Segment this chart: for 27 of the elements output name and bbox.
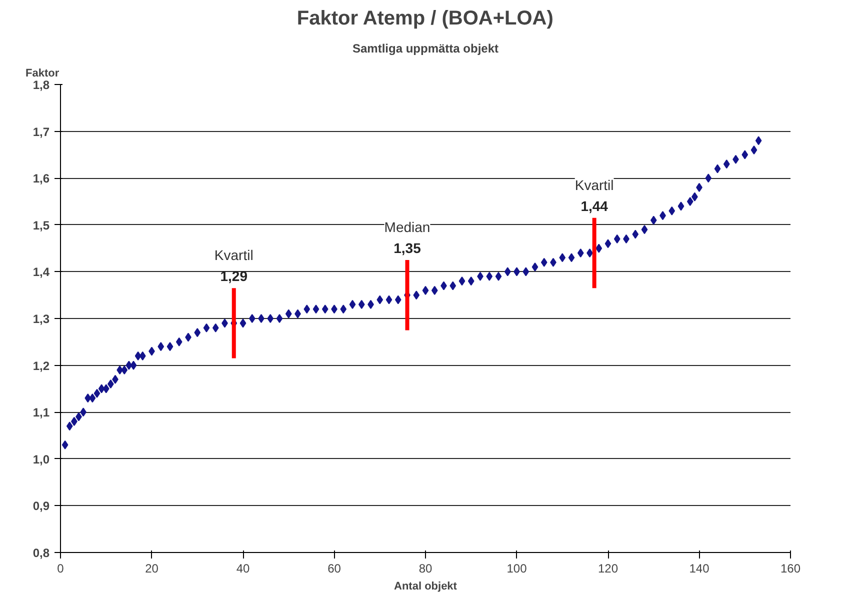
x-tick-label: 140 <box>689 562 710 576</box>
x-tick-label: 120 <box>598 562 618 576</box>
x-axis-title: Antal objekt <box>394 580 458 592</box>
x-tick-label: 0 <box>57 562 64 576</box>
chart-title: Faktor Atemp / (BOA+LOA) <box>296 8 554 30</box>
y-axis-title: Faktor <box>26 68 60 80</box>
x-tick-label: 60 <box>328 562 342 576</box>
y-tick-label: 1,4 <box>32 265 50 280</box>
y-tick-label: 1,5 <box>32 218 50 232</box>
annotation: Kvartil 1,44 <box>574 176 614 214</box>
y-tick-label: 0,8 <box>32 546 50 560</box>
x-tick-label: 80 <box>418 562 432 576</box>
y-tick-label: 1,1 <box>32 406 50 420</box>
x-tick-label: 100 <box>506 562 528 576</box>
y-tick-label: 1,0 <box>32 452 50 466</box>
x-tick-label: 20 <box>145 562 159 576</box>
x-tick-label: 160 <box>780 562 801 576</box>
chart-subtitle: Samtliga uppmätta objekt <box>352 42 499 56</box>
y-tick-label: 1,3 <box>32 312 50 326</box>
y-tick-label: 1,7 <box>32 124 50 139</box>
annotation: Median 1,35 <box>384 218 430 256</box>
y-tick-label: 1,8 <box>32 78 50 92</box>
x-tick-label: 40 <box>236 562 250 576</box>
y-tick-label: 1,6 <box>32 172 50 186</box>
y-tick-label: 0,9 <box>32 499 50 514</box>
annotation: Kvartil 1,29 <box>214 247 254 284</box>
y-tick-label: 1,2 <box>32 358 50 373</box>
